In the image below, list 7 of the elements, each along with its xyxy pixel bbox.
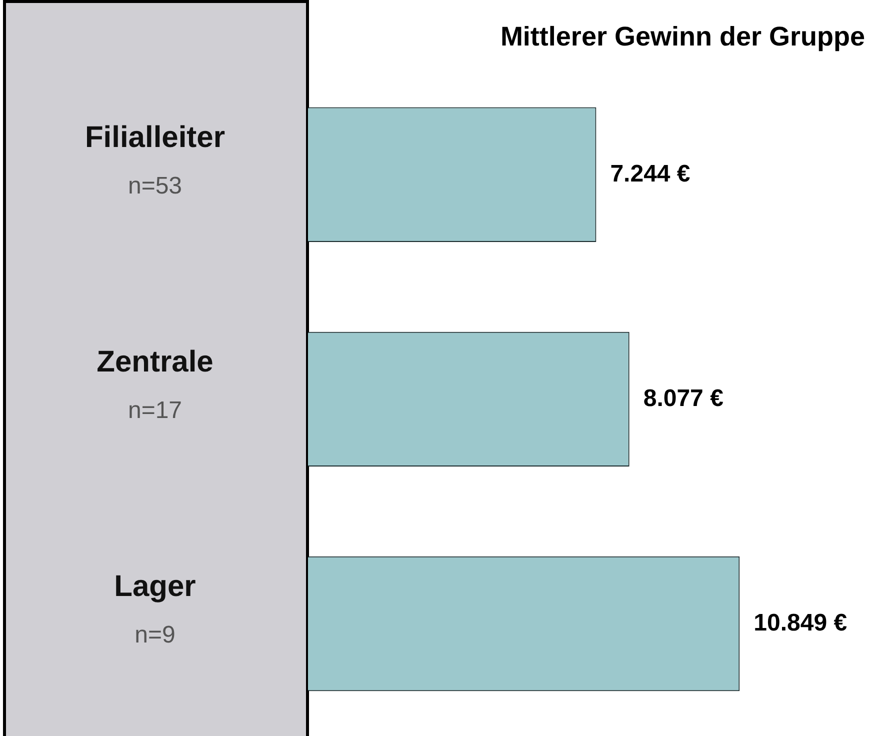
y-tick-label: Zentrale n=17 [96, 345, 214, 424]
data-label: 8.077 € [643, 384, 724, 412]
y-tick-label: Filialleiter n=53 [84, 120, 226, 200]
data-label: 10.849 € [754, 609, 848, 636]
y-tick-label: Lager n=9 [114, 570, 196, 648]
data-label: 7.244 € [610, 160, 690, 188]
text: Mittlerer Gewinn der Gruppe [500, 22, 865, 52]
